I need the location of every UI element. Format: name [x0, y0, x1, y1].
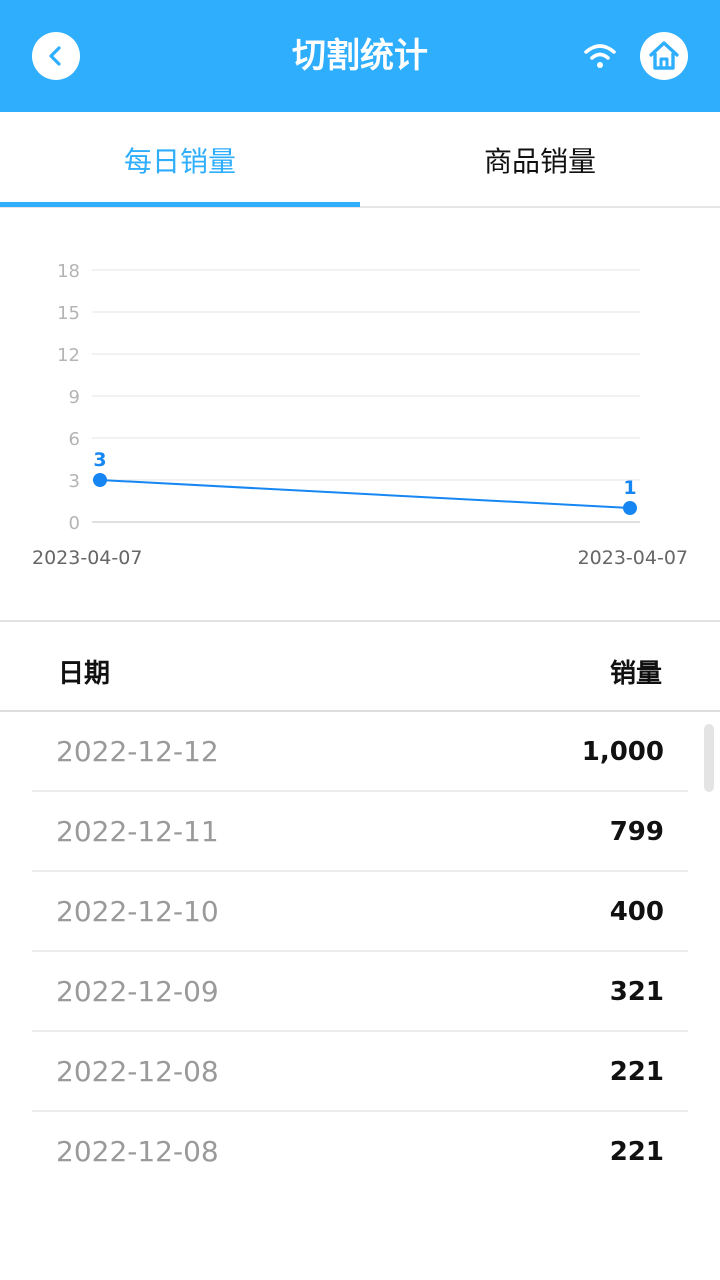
row-sales: 799: [609, 817, 664, 847]
table-row[interactable]: 2022-12-10 400: [32, 872, 688, 952]
row-date: 2022-12-12: [56, 735, 219, 768]
daily-sales-chart: 0 3 6 9 12 15 18 3 1 2023-04-07 2023-04-07: [0, 208, 720, 620]
row-date: 2022-12-08: [56, 1135, 219, 1168]
row-date: 2022-12-09: [56, 975, 219, 1008]
active-tab-indicator: [0, 202, 360, 207]
table-row[interactable]: 2022-12-09 321: [32, 952, 688, 1032]
table-row[interactable]: 2022-12-08 221: [32, 1032, 688, 1112]
back-button[interactable]: [32, 32, 80, 80]
sales-table-body: 2022-12-12 1,000 2022-12-11 799 2022-12-…: [32, 712, 688, 1280]
row-sales: 221: [609, 1057, 664, 1087]
tab-bar: 每日销量 商品销量: [0, 112, 720, 208]
data-point: [93, 473, 107, 487]
series-line: [99, 479, 631, 509]
data-label: 3: [93, 449, 106, 471]
y-tick-label: 9: [69, 387, 80, 408]
row-date: 2022-12-10: [56, 895, 219, 928]
table-row[interactable]: 2022-12-08 221: [32, 1112, 688, 1192]
tab-product-sales[interactable]: 商品销量: [483, 145, 596, 178]
table-row[interactable]: 2022-12-12 1,000: [32, 712, 688, 792]
table-header: 日期 销量: [0, 622, 720, 712]
home-button[interactable]: [640, 32, 688, 80]
row-date: 2022-12-08: [56, 1055, 219, 1088]
y-tick-label: 6: [69, 429, 80, 450]
chevron-left-icon: [49, 46, 61, 66]
y-tick-label: 0: [69, 513, 80, 534]
y-tick-label: 12: [57, 345, 80, 366]
y-tick-label: 3: [69, 471, 80, 492]
header-bar: 切割统计: [0, 0, 720, 112]
y-tick-label: 18: [57, 261, 80, 282]
y-tick-label: 15: [57, 303, 80, 324]
tab-daily-sales[interactable]: 每日销量: [123, 145, 236, 178]
row-sales: 1,000: [581, 737, 664, 767]
row-sales: 321: [609, 977, 664, 1007]
home-icon: [649, 41, 679, 70]
table-scrollbar[interactable]: [704, 724, 714, 792]
row-date: 2022-12-11: [56, 815, 219, 848]
row-sales: 221: [609, 1137, 664, 1167]
section-divider: [0, 620, 720, 622]
column-header-sales: 销量: [609, 659, 662, 689]
data-point: [623, 501, 637, 515]
column-header-date: 日期: [58, 659, 111, 689]
table-row[interactable]: 2022-12-11 799: [32, 792, 688, 872]
x-tick-label: 2023-04-07: [32, 547, 142, 569]
x-tick-label: 2023-04-07: [578, 547, 688, 569]
wifi-icon: [584, 44, 616, 68]
data-label: 1: [623, 477, 636, 499]
row-sales: 400: [609, 897, 664, 927]
